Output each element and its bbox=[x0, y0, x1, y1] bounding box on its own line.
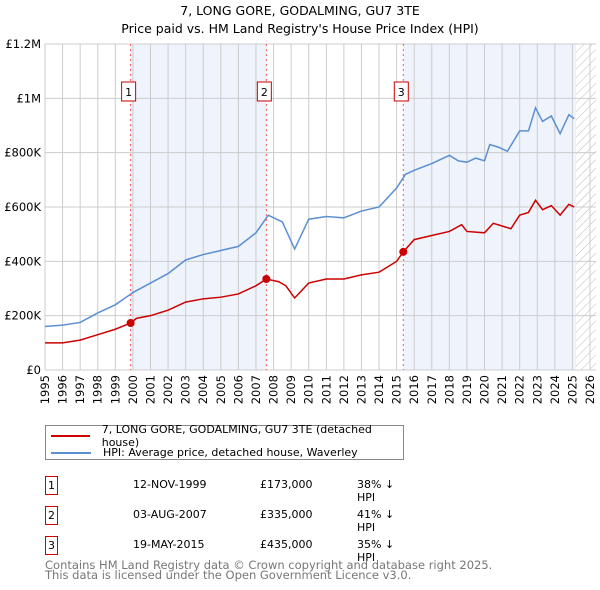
sale-number: 3 bbox=[45, 536, 58, 555]
footer-line-1: Contains HM Land Registry data © Crown c… bbox=[45, 558, 493, 572]
property-price-line bbox=[45, 198, 575, 344]
sale-point bbox=[262, 274, 271, 283]
sale-label: 3 bbox=[398, 86, 405, 99]
sale-point bbox=[126, 319, 135, 328]
x-tick-label: 2015 bbox=[390, 375, 404, 404]
sale-point bbox=[399, 247, 408, 256]
sale-label-box bbox=[393, 81, 409, 102]
sale-number: 2 bbox=[45, 506, 58, 525]
sale-hpi-diff: 41% ↓ HPI bbox=[357, 508, 395, 534]
x-tick-label: 2025 bbox=[565, 375, 579, 404]
x-tick-label: 2002 bbox=[161, 375, 175, 404]
x-tick-label: 1996 bbox=[56, 375, 70, 404]
x-tick-label: 2021 bbox=[495, 375, 509, 404]
x-tick-label: 2009 bbox=[284, 375, 298, 404]
chart-title: 7, LONG GORE, GODALMING, GU7 3TE bbox=[180, 3, 420, 18]
x-tick-label: 2020 bbox=[478, 375, 492, 404]
y-tick-label: £600K bbox=[4, 200, 41, 214]
x-tick-label: 1998 bbox=[91, 375, 105, 404]
sale-row: 3 19-MAY-2015 £435,000 35% ↓ HPI bbox=[45, 536, 405, 564]
x-tick-label: 2000 bbox=[126, 375, 140, 404]
sale-row: 1 12-NOV-1999 £173,000 38% ↓ HPI bbox=[45, 476, 405, 504]
sale-price: £173,000 bbox=[260, 478, 313, 491]
sale-row: 2 03-AUG-2007 £335,000 41% ↓ HPI bbox=[45, 506, 405, 534]
sale-hpi-diff: 35% ↓ HPI bbox=[357, 538, 395, 564]
sale-label: 1 bbox=[125, 86, 132, 99]
legend-item-hpi: HPI: Average price, detached house, Wave… bbox=[46, 444, 358, 461]
x-tick-label: 1995 bbox=[38, 375, 52, 404]
legend-swatch-blue bbox=[51, 451, 91, 454]
sale-price: £335,000 bbox=[260, 508, 313, 521]
x-tick-label: 2014 bbox=[372, 375, 386, 404]
sale-hpi-diff: 38% ↓ HPI bbox=[357, 478, 395, 504]
y-tick-label: £800K bbox=[4, 146, 41, 160]
x-tick-label: 2012 bbox=[337, 375, 351, 404]
x-tick-label: 2007 bbox=[249, 375, 263, 404]
sale-label-box bbox=[121, 81, 137, 102]
x-tick-label: 2008 bbox=[267, 375, 281, 404]
legend-swatch-red bbox=[51, 434, 90, 437]
x-tick-label: 2026 bbox=[583, 375, 597, 404]
sale-date: 03-AUG-2007 bbox=[133, 508, 207, 521]
y-tick-label: £200K bbox=[4, 309, 41, 323]
x-tick-label: 2005 bbox=[214, 375, 228, 404]
x-tick-label: 2001 bbox=[143, 375, 157, 404]
chart-subtitle: Price paid vs. HM Land Registry's House … bbox=[121, 21, 478, 36]
footer-line-2: This data is licensed under the Open Gov… bbox=[45, 568, 412, 582]
x-tick-label: 2004 bbox=[196, 375, 210, 404]
x-tick-label: 2023 bbox=[530, 375, 544, 404]
x-tick-label: 2010 bbox=[302, 375, 316, 404]
x-tick-label: 2013 bbox=[354, 375, 368, 404]
x-tick-label: 1999 bbox=[108, 375, 122, 404]
y-tick-label: £1M bbox=[16, 91, 41, 105]
sale-date: 12-NOV-1999 bbox=[133, 478, 207, 491]
x-tick-label: 2024 bbox=[548, 375, 562, 404]
x-tick-label: 2003 bbox=[179, 375, 193, 404]
sale-label: 2 bbox=[261, 86, 268, 99]
price-chart: 7, LONG GORE, GODALMING, GU7 3TE Price p… bbox=[4, 3, 597, 404]
sale-number: 1 bbox=[45, 476, 58, 495]
legend-item-property: 7, LONG GORE, GODALMING, GU7 3TE (detach… bbox=[46, 423, 403, 449]
y-tick-label: £1.2M bbox=[5, 37, 41, 51]
x-tick-label: 1997 bbox=[73, 375, 87, 404]
x-tick-label: 2011 bbox=[319, 375, 333, 404]
x-tick-label: 2019 bbox=[460, 375, 474, 404]
hpi-line bbox=[44, 105, 575, 328]
legend: 7, LONG GORE, GODALMING, GU7 3TE (detach… bbox=[45, 423, 404, 461]
x-tick-label: 2006 bbox=[231, 375, 245, 404]
legend-label: HPI: Average price, detached house, Wave… bbox=[103, 446, 358, 459]
sale-price: £435,000 bbox=[260, 538, 313, 551]
y-tick-label: £400K bbox=[4, 254, 41, 268]
sale-date: 19-MAY-2015 bbox=[133, 538, 205, 551]
x-tick-label: 2016 bbox=[407, 375, 421, 404]
legend-label: 7, LONG GORE, GODALMING, GU7 3TE (detach… bbox=[101, 422, 372, 449]
x-tick-label: 2017 bbox=[425, 375, 439, 404]
sale-label-box bbox=[256, 81, 272, 102]
x-tick-label: 2018 bbox=[442, 375, 456, 404]
y-tick-label: £0 bbox=[26, 363, 41, 377]
footer: Contains HM Land Registry data © Crown c… bbox=[45, 558, 493, 582]
x-tick-label: 2022 bbox=[513, 375, 527, 404]
